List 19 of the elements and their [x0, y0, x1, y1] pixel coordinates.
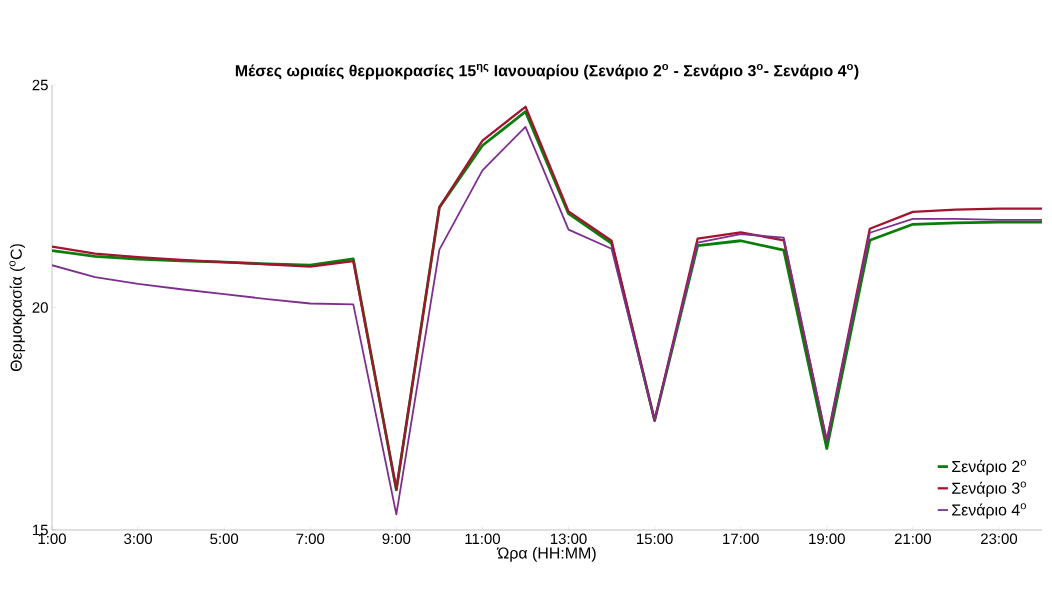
x-tick-label: 7:00 — [296, 533, 325, 545]
x-tick-label: 11:00 — [465, 533, 500, 545]
chart-title: Μέσες ωριαίες θερμοκρασίες 15$^{ης}$ Ιανουαρίου (Σενάριο 2$^{o}$ - Σενάριο 3$^{o}$- Σενάριο 4$^{o}$) — [235, 63, 859, 80]
y-axis-title: Θερμοκρασία ($^{o}$C) — [9, 244, 26, 372]
x-axis-title: Ώρα (HH:MM) — [496, 546, 596, 562]
x-tick-label: 15:00 — [637, 533, 673, 545]
x-tick-label: 21:00 — [894, 533, 931, 545]
legend-label: Σενάριο 2$^{o}$ — [952, 459, 1026, 476]
x-tick-label: 19:00 — [809, 533, 845, 545]
x-tick-label: 5:00 — [210, 533, 239, 545]
legend-label: Σενάριο 4$^{o}$ — [952, 503, 1026, 519]
x-tick-label: 9:00 — [382, 533, 411, 545]
legend-label: Σενάριο 3$^{o}$ — [952, 481, 1026, 498]
y-tick-label: 20 — [32, 302, 48, 313]
x-tick-label: 13:00 — [550, 533, 587, 545]
x-tick-label: 17:00 — [723, 533, 759, 545]
x-tick-label: 23:00 — [981, 533, 1018, 545]
y-tick-label: 25 — [32, 79, 48, 91]
x-tick-label: 3:00 — [124, 533, 153, 545]
